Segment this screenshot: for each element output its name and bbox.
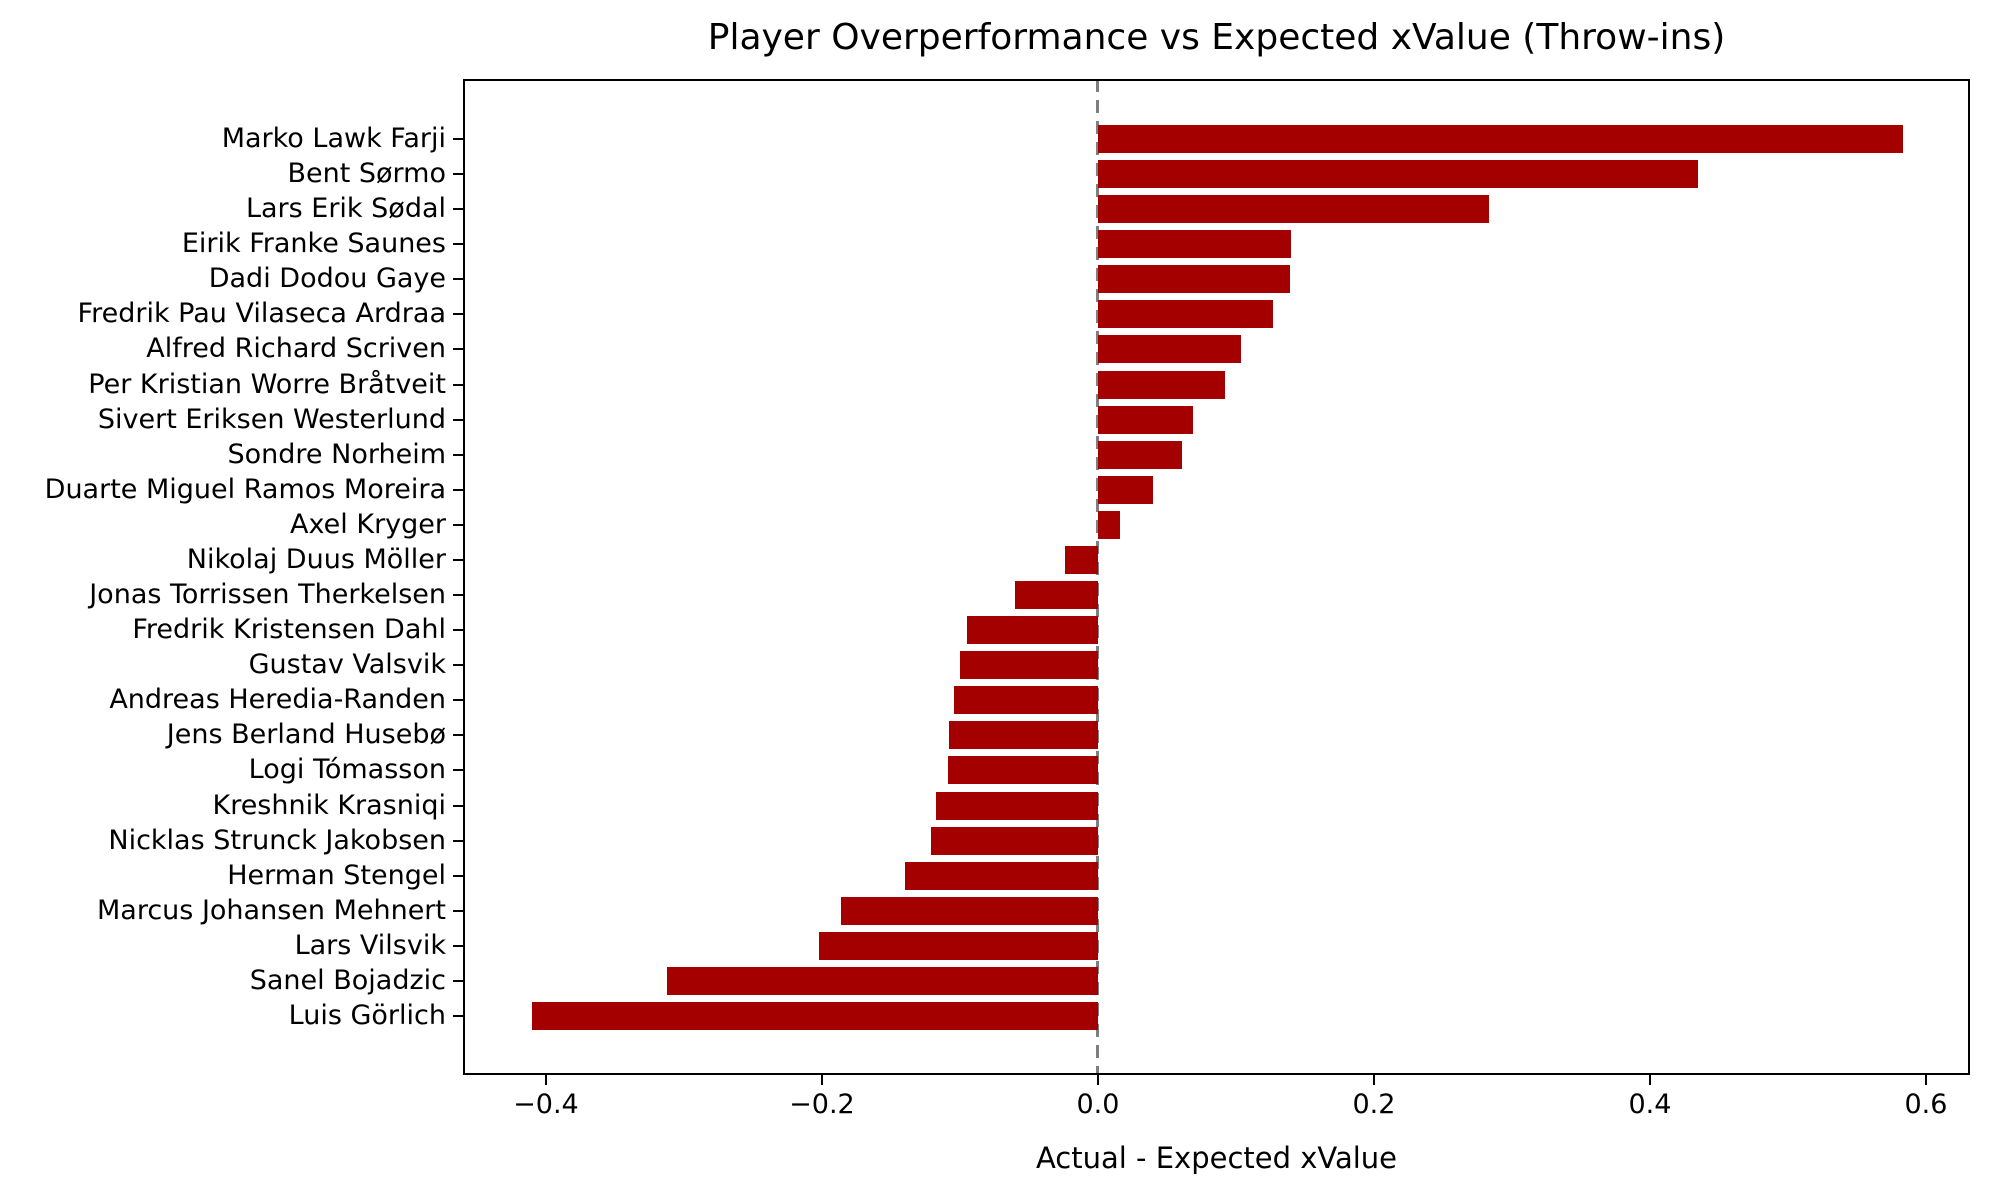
y-tick-mark (453, 523, 463, 526)
bar (819, 931, 1098, 960)
bar (930, 826, 1098, 855)
bar (1097, 195, 1489, 224)
bar (936, 791, 1098, 820)
bar (948, 721, 1098, 750)
y-tick-mark (453, 699, 463, 702)
chart-title: Player Overperformance vs Expected xValu… (707, 17, 1726, 58)
y-tick-mark (453, 208, 463, 211)
x-tick-mark (544, 1075, 547, 1085)
y-tick-label: Sanel Bojadzic (249, 964, 446, 996)
x-axis-label: Actual - Expected xValue (1035, 1141, 1398, 1175)
x-tick-label: 0.4 (1628, 1089, 1672, 1120)
x-tick-mark (1924, 1075, 1927, 1085)
y-tick-label: Herman Stengel (227, 859, 446, 891)
bar (1097, 300, 1274, 329)
y-tick-mark (453, 979, 463, 982)
x-tick-label: 0.0 (1076, 1089, 1120, 1120)
y-tick-label: Luis Görlich (288, 1000, 446, 1031)
y-tick-mark (453, 944, 463, 947)
bar (1015, 581, 1098, 610)
y-tick-label: Sivert Eriksen Westerlund (97, 403, 446, 435)
bar (1064, 545, 1098, 574)
y-tick-mark (453, 383, 463, 386)
y-tick-mark (453, 418, 463, 421)
y-tick-label: Jonas Torrissen Therkelsen (89, 579, 446, 611)
bar (1097, 125, 1903, 153)
y-tick-mark (453, 1015, 463, 1017)
y-tick-mark (453, 138, 463, 140)
y-tick-label: Andreas Heredia-Randen (109, 684, 446, 716)
bar (1097, 230, 1292, 259)
bar (532, 1002, 1098, 1030)
y-tick-mark (453, 173, 463, 176)
y-tick-label: Eirik Franke Saunes (181, 228, 446, 260)
y-tick-label: Marko Lawk Farji (221, 123, 446, 154)
y-tick-label: Sondre Norheim (227, 438, 446, 470)
y-tick-label: Nikolaj Duus Möller (186, 543, 446, 575)
bar (1097, 370, 1225, 399)
y-tick-label: Nicklas Strunck Jakobsen (108, 824, 446, 856)
y-tick-mark (453, 734, 463, 737)
bar (959, 651, 1098, 680)
bar (1097, 405, 1194, 434)
bar (1097, 510, 1121, 539)
y-tick-label: Lars Vilsvik (294, 929, 446, 961)
bar (1097, 160, 1699, 189)
y-tick-label: Per Kristian Worre Bråtveit (88, 368, 446, 400)
y-tick-mark (453, 804, 463, 807)
y-tick-label: Bent Sørmo (287, 158, 446, 190)
bar (947, 756, 1098, 785)
x-tick-mark (1096, 1075, 1099, 1085)
bar (1097, 440, 1183, 469)
bar (904, 861, 1098, 890)
y-tick-mark (453, 313, 463, 316)
y-tick-label: Gustav Valsvik (248, 649, 446, 681)
y-tick-mark (453, 488, 463, 491)
bar (1097, 265, 1290, 294)
y-tick-label: Alfred Richard Scriven (146, 333, 446, 365)
x-tick-mark (820, 1075, 823, 1085)
y-tick-label: Fredrik Kristensen Dahl (132, 614, 446, 646)
y-tick-label: Logi Tómasson (248, 754, 446, 786)
bar (1097, 335, 1242, 364)
y-tick-label: Kreshnik Krasniqi (212, 789, 446, 821)
x-tick-mark (1648, 1075, 1651, 1085)
bar (841, 896, 1098, 925)
y-tick-label: Lars Erik Sødal (245, 193, 446, 225)
y-tick-mark (453, 629, 463, 632)
bar (667, 966, 1098, 995)
bar (1097, 475, 1154, 504)
y-tick-mark (453, 558, 463, 561)
y-tick-label: Marcus Johansen Mehnert (96, 894, 446, 926)
x-tick-mark (1372, 1075, 1375, 1085)
y-tick-label: Fredrik Pau Vilaseca Ardraa (77, 298, 446, 330)
x-tick-label: 0.6 (1904, 1089, 1948, 1120)
plot-area (463, 79, 1970, 1075)
y-tick-mark (453, 453, 463, 456)
y-tick-mark (453, 909, 463, 912)
y-tick-label: Duarte Miguel Ramos Moreira (44, 473, 446, 505)
x-tick-label: −0.4 (513, 1089, 579, 1120)
y-tick-mark (453, 664, 463, 667)
y-tick-label: Jens Berland Husebø (166, 719, 446, 751)
y-tick-mark (453, 874, 463, 877)
y-tick-mark (453, 769, 463, 772)
x-tick-label: 0.2 (1352, 1089, 1396, 1120)
y-tick-mark (453, 278, 463, 281)
y-tick-mark (453, 594, 463, 597)
y-tick-label: Dadi Dodou Gaye (208, 263, 446, 295)
zero-dashed-line (1096, 79, 1100, 1075)
y-tick-mark (453, 839, 463, 842)
x-tick-label: −0.2 (789, 1089, 855, 1120)
bar (954, 686, 1098, 715)
y-tick-mark (453, 348, 463, 351)
y-tick-label: Axel Kryger (290, 508, 446, 540)
y-tick-mark (453, 243, 463, 246)
bar (966, 616, 1098, 645)
